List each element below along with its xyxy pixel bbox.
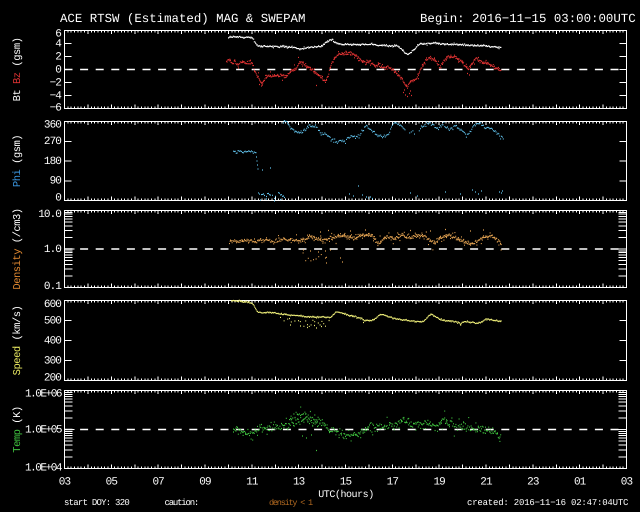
svg-text:17: 17 <box>387 477 399 489</box>
svg-text:1.0E+06: 1.0E+06 <box>25 388 62 400</box>
svg-text:270: 270 <box>44 136 61 148</box>
svg-text:90: 90 <box>50 176 62 188</box>
svg-text:0: 0 <box>55 64 61 76</box>
svg-text:13: 13 <box>293 477 305 489</box>
svg-text:400: 400 <box>44 335 61 347</box>
svg-text:−2: −2 <box>50 77 62 89</box>
svg-text:Begin: 2016−11−15 03:00:00UTC: Begin: 2016−11−15 03:00:00UTC <box>420 12 636 26</box>
svg-text:03: 03 <box>621 477 633 489</box>
svg-text:600: 600 <box>44 299 61 311</box>
svg-text:Density (/cm3): Density (/cm3) <box>12 208 24 289</box>
svg-text:Speed (km/s): Speed (km/s) <box>12 306 24 376</box>
svg-text:15: 15 <box>340 477 352 489</box>
svg-text:UTC(hours): UTC(hours) <box>318 489 374 501</box>
svg-text:created: 2016−11−16 02:47:04UT: created: 2016−11−16 02:47:04UTC <box>467 498 629 508</box>
svg-text:300: 300 <box>44 355 61 367</box>
svg-text:180: 180 <box>44 156 61 168</box>
svg-text:−4: −4 <box>50 90 63 102</box>
svg-text:21: 21 <box>480 477 493 489</box>
svg-text:1.0: 1.0 <box>44 244 61 256</box>
svg-text:01: 01 <box>574 477 587 489</box>
svg-text:23: 23 <box>527 477 539 489</box>
svg-text:2: 2 <box>55 51 61 63</box>
svg-text:0.1: 0.1 <box>44 281 62 293</box>
svg-text:ACE RTSW (Estimated) MAG & SWE: ACE RTSW (Estimated) MAG & SWEPAM <box>60 12 305 26</box>
svg-text:Temp (K): Temp (K) <box>12 406 24 452</box>
svg-text:19: 19 <box>433 477 445 489</box>
svg-text:03: 03 <box>59 477 71 489</box>
svg-text:1.0E+05: 1.0E+05 <box>25 424 62 436</box>
svg-text:0: 0 <box>55 192 61 204</box>
svg-text:360: 360 <box>44 119 61 131</box>
svg-text:start DOY: 320: start DOY: 320 <box>64 498 129 508</box>
svg-text:4: 4 <box>55 38 62 50</box>
svg-text:Phi (gsm): Phi (gsm) <box>12 135 24 187</box>
svg-text:11: 11 <box>246 477 259 489</box>
svg-text:caution:: caution: <box>165 498 199 508</box>
svg-text:density < 1: density < 1 <box>269 498 313 508</box>
svg-text:200: 200 <box>44 372 61 384</box>
svg-text:05: 05 <box>106 477 118 489</box>
svg-text:500: 500 <box>44 315 61 327</box>
svg-text:−6: −6 <box>50 102 62 114</box>
svg-text:Bt Bz (gsm): Bt Bz (gsm) <box>12 38 24 102</box>
svg-text:09: 09 <box>199 477 211 489</box>
svg-text:10.0: 10.0 <box>38 209 61 221</box>
svg-text:1.0E+04: 1.0E+04 <box>25 462 63 474</box>
svg-text:6: 6 <box>55 28 61 40</box>
svg-text:07: 07 <box>152 477 164 489</box>
